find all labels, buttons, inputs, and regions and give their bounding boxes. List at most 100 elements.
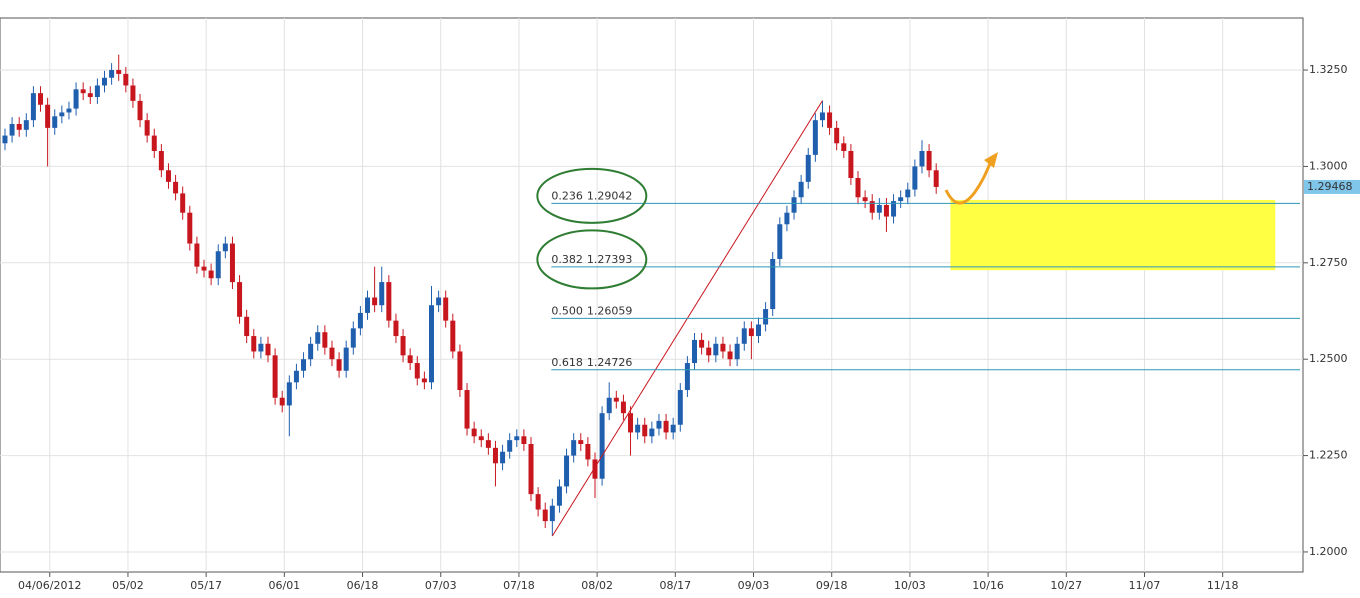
candle-body [720,343,726,352]
candle-body [52,116,58,128]
candle-body [848,151,854,178]
candle-body [521,436,527,445]
candle-body [173,181,179,194]
candle-body [237,282,243,317]
candle-body [478,436,484,441]
x-tick-label: 04/06/2012 [18,579,81,592]
x-tick-label: 05/17 [190,579,222,592]
candle-body [905,189,911,198]
last-price: 1.29468 [1307,180,1353,193]
x-tick-label: 06/18 [347,579,379,592]
candle-body [308,343,314,360]
candle-body [919,151,925,167]
candle-body [926,151,932,171]
candle-body [251,336,257,352]
candle-body [450,320,456,352]
candle-body [777,224,783,259]
candle-body [293,370,299,383]
candle-body [187,212,193,244]
candle-body [379,282,385,306]
candle-body [649,428,655,437]
plot-frame [0,17,1304,573]
candle-body [301,359,307,371]
candle-body [222,243,228,252]
candle-body [244,316,250,337]
y-tick-label: 1.2000 [1309,545,1348,558]
candle-body [201,266,207,271]
candle-body [286,382,292,406]
x-tick-label: 10/03 [894,579,926,592]
fib-label: 0.382 1.27393 [551,253,632,266]
candle-body [279,397,285,406]
candle-body [101,77,107,86]
fib-ratio: 0.500 [551,304,583,317]
candle-body [443,297,449,321]
candle-body [464,390,470,429]
candle-body [336,359,342,371]
candle-body [912,166,918,190]
candle-body [805,154,811,182]
candle-body [400,336,406,356]
marks [2,54,1300,537]
candle-body [315,332,321,344]
candle-body [755,324,761,337]
x-tick-label: 09/03 [738,579,770,592]
highlight-ellipse [536,167,648,224]
candle-body [535,494,541,510]
candle-body [713,343,719,356]
x-tick-label: 08/17 [659,579,691,592]
candle-body [386,282,392,321]
candle-body [699,339,705,348]
candle-body [393,320,399,337]
x-tick-label: 11/07 [1129,579,1161,592]
candle-body [30,93,36,121]
x-tick-label: 07/18 [503,579,535,592]
candle-body [855,177,861,198]
candle-body [876,204,882,213]
candle-body [933,170,939,187]
highlight-ellipse [536,229,648,290]
candle-body [677,390,683,425]
candle-body [23,120,29,130]
candle-body [898,197,904,202]
x-tick-label: 11/18 [1207,579,1239,592]
candle-body [564,455,570,487]
candle-body [542,509,548,522]
candle-body [158,151,164,171]
candle-body [265,343,271,356]
candle-body [834,127,840,144]
candle-body [457,351,463,391]
candle-body [819,112,825,121]
fib-label: 0.500 1.26059 [551,304,632,317]
candle-body [556,486,562,506]
candle-body [94,85,100,98]
candle-body [862,197,868,202]
candle-body [748,328,754,337]
candle-body [656,420,662,429]
candle-body [16,124,22,130]
candle-body [365,297,371,313]
candle-body [528,444,534,495]
fib-value: 1.24726 [587,356,633,369]
candle-body [578,440,584,445]
y-tick-label: 1.2750 [1309,256,1348,269]
candle-body [343,347,349,371]
candle-body [258,343,264,352]
candle-body [137,100,143,121]
candle-body [812,120,818,155]
candle-body [706,347,712,356]
candle-body [208,270,214,279]
candle-body [59,112,65,117]
candle-body [784,212,790,225]
candle-body [891,201,897,217]
candle-body [500,451,506,464]
y-tick-label: 1.2250 [1309,449,1348,462]
y-tick-label: 1.3250 [1309,63,1348,76]
candle-body [692,339,698,364]
candle-body [215,251,221,279]
candle-body [514,436,520,441]
x-tick-label: 09/18 [816,579,848,592]
x-tick-label: 10/27 [1050,579,1082,592]
x-tick-label: 10/16 [972,579,1004,592]
